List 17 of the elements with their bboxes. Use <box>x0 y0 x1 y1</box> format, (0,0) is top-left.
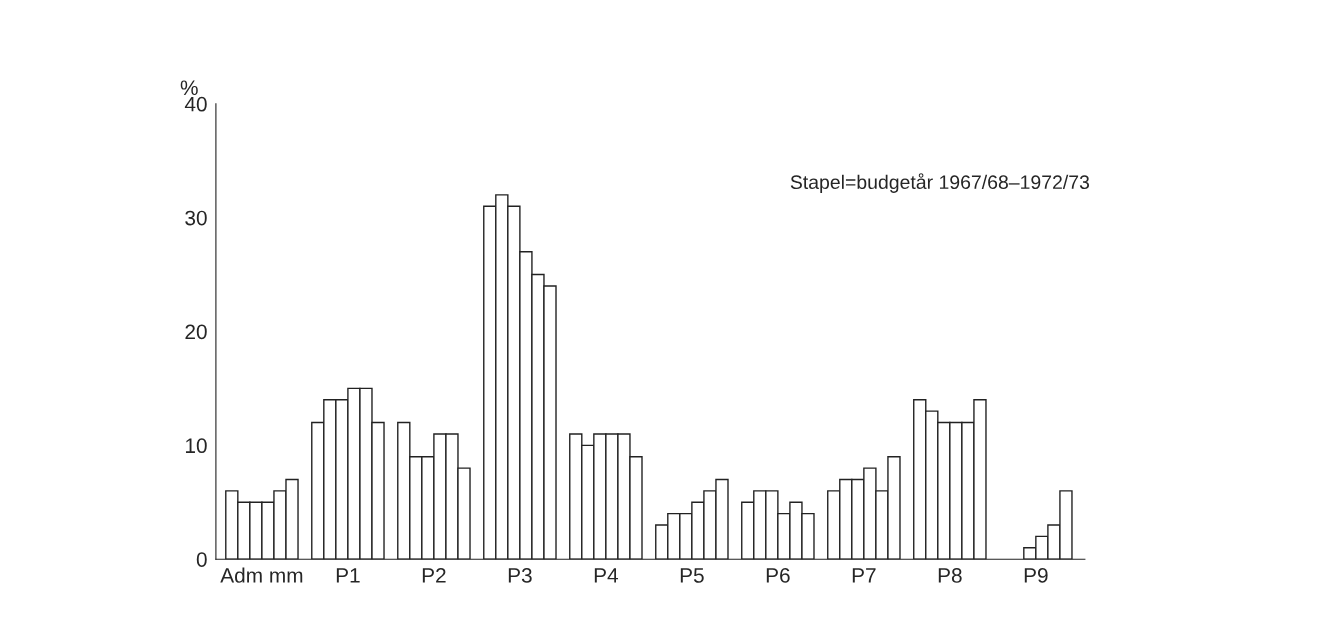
y-tick-label: 30 <box>185 210 207 226</box>
y-tick-label: 10 <box>185 438 207 454</box>
x-tick-label: P1 <box>336 568 360 583</box>
x-tick-label: P8 <box>938 568 962 583</box>
x-tick-label: P2 <box>422 568 446 583</box>
x-tick-label: P5 <box>680 568 704 583</box>
x-tick-label: P9 <box>1024 568 1048 583</box>
y-axis-title: % <box>180 80 198 96</box>
annotation: Stapel=budgetår 1967/68–1972/73 <box>790 173 1090 193</box>
y-tick-label: 20 <box>185 324 207 340</box>
x-tick-label: P4 <box>594 568 619 583</box>
x-tick-label: P3 <box>508 568 532 583</box>
x-tick-label: P6 <box>766 568 790 583</box>
x-tick-label: P7 <box>852 568 876 583</box>
y-tick-label: 40 <box>184 96 207 112</box>
x-tick-label: Adm mm <box>220 567 303 583</box>
y-tick-label: 0 <box>196 552 207 567</box>
